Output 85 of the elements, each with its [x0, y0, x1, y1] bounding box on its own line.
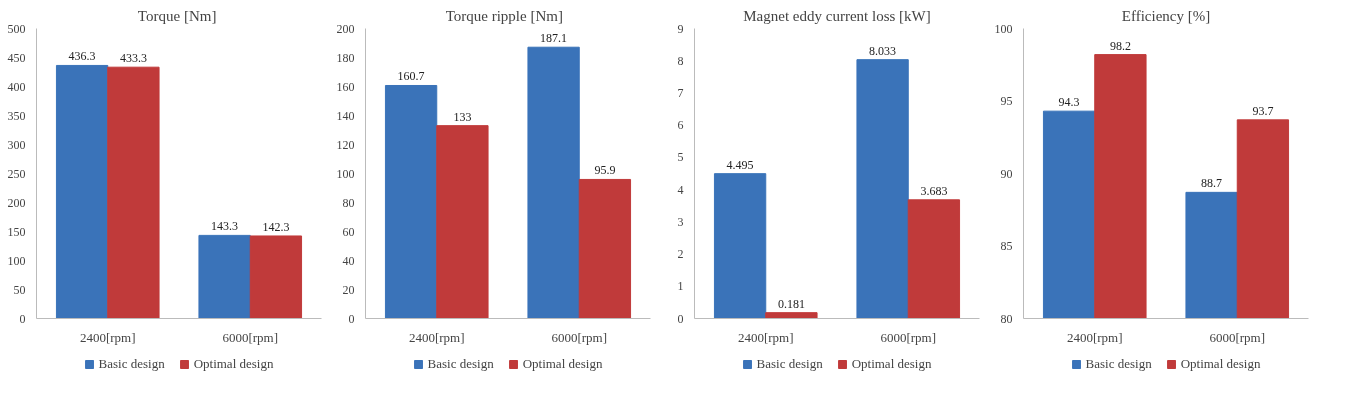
y-tick-label: 100: [994, 21, 1013, 36]
y-tick-label: 300: [7, 137, 26, 152]
y-tick-label: 95: [1000, 94, 1013, 108]
y-tick-label: 80: [1000, 311, 1013, 326]
chart-title: Magnet eddy current loss [kW]: [743, 7, 931, 24]
x-tick-label: 2400[rpm]: [1066, 329, 1123, 345]
data-label: 94.3: [1058, 95, 1080, 110]
x-tick-label: 6000[rpm]: [551, 329, 608, 345]
y-tick-label: 85: [1000, 239, 1013, 253]
y-tick-label: 100: [7, 253, 26, 268]
legend-label: Optimal design: [1180, 356, 1261, 372]
y-tick-label: 140: [336, 108, 355, 123]
data-label: 8.033: [869, 43, 897, 58]
y-tick-label: 500: [7, 21, 26, 36]
bar: [856, 59, 909, 319]
data-label: 433.3: [119, 51, 147, 66]
y-tick-label: 450: [7, 50, 26, 65]
y-tick-label: 20: [342, 282, 355, 297]
data-label: 160.7: [397, 69, 425, 84]
y-tick-label: 150: [7, 224, 26, 239]
y-tick-label: 3: [677, 214, 684, 229]
y-tick-label: 2: [677, 247, 684, 262]
x-tick-label: 2400[rpm]: [737, 329, 794, 345]
y-tick-label: 6: [677, 118, 684, 133]
bar: [249, 235, 303, 319]
data-label: 88.7: [1201, 176, 1223, 191]
legend-label: Optimal design: [522, 356, 603, 372]
bar: [907, 199, 961, 319]
data-label: 143.3: [211, 219, 239, 234]
y-tick-label: 4: [677, 182, 684, 197]
bar: [384, 84, 438, 319]
bar: [578, 178, 632, 319]
bar: [55, 64, 109, 319]
y-tick-label: 5: [677, 150, 684, 165]
y-tick-label: 120: [336, 137, 355, 152]
legend-label: Basic design: [756, 356, 823, 372]
x-tick-label: 6000[rpm]: [880, 329, 937, 345]
x-tick-label: 6000[rpm]: [222, 329, 279, 345]
bar: [107, 66, 160, 319]
legend-label: Basic design: [98, 356, 165, 372]
chart-title: Torque [Nm]: [137, 7, 217, 24]
y-tick-label: 60: [342, 224, 355, 239]
x-tick-label: 2400[rpm]: [79, 329, 136, 345]
legend-label: Optimal design: [851, 356, 932, 372]
y-tick-label: 0: [677, 311, 684, 326]
legend-label: Optimal design: [193, 356, 274, 372]
y-tick-label: 200: [7, 195, 26, 210]
data-label: 0.181: [777, 296, 805, 311]
y-tick-label: 200: [336, 21, 355, 36]
y-tick-label: 0: [348, 311, 355, 326]
chart-title: Efficiency [%]: [1121, 7, 1211, 24]
bar: [198, 234, 251, 319]
y-tick-label: 90: [1000, 166, 1013, 181]
y-tick-label: 250: [7, 166, 26, 181]
data-label: 187.1: [540, 31, 568, 46]
bar: [765, 312, 818, 319]
chart-title: Torque ripple [Nm]: [445, 7, 563, 24]
y-tick-label: 9: [677, 21, 684, 36]
y-tick-label: 50: [13, 282, 26, 297]
data-label: 98.2: [1109, 38, 1131, 53]
data-label: 3.683: [920, 183, 948, 198]
y-tick-label: 400: [7, 79, 26, 94]
y-tick-label: 40: [342, 253, 355, 268]
y-tick-label: 1: [677, 279, 684, 294]
x-tick-label: 6000[rpm]: [1209, 329, 1266, 345]
data-label: 142.3: [262, 219, 290, 234]
y-tick-label: 180: [336, 50, 355, 65]
y-tick-label: 8: [677, 53, 684, 68]
y-tick-label: 100: [336, 166, 355, 181]
bar: [527, 46, 580, 319]
legend-label: Basic design: [1085, 356, 1152, 372]
data-label: 133: [453, 109, 472, 124]
legend-label: Basic design: [427, 356, 494, 372]
bar: [436, 125, 489, 319]
y-tick-label: 160: [336, 79, 355, 94]
data-label: 436.3: [68, 49, 96, 64]
y-tick-label: 80: [342, 195, 355, 210]
y-tick-label: 7: [677, 85, 684, 100]
y-tick-label: 0: [19, 311, 26, 326]
y-tick-label: 350: [7, 108, 26, 123]
x-tick-label: 2400[rpm]: [408, 329, 465, 345]
data-label: 93.7: [1252, 103, 1274, 118]
bar: [713, 173, 767, 319]
data-label: 95.9: [594, 163, 616, 178]
data-label: 4.495: [726, 157, 754, 172]
